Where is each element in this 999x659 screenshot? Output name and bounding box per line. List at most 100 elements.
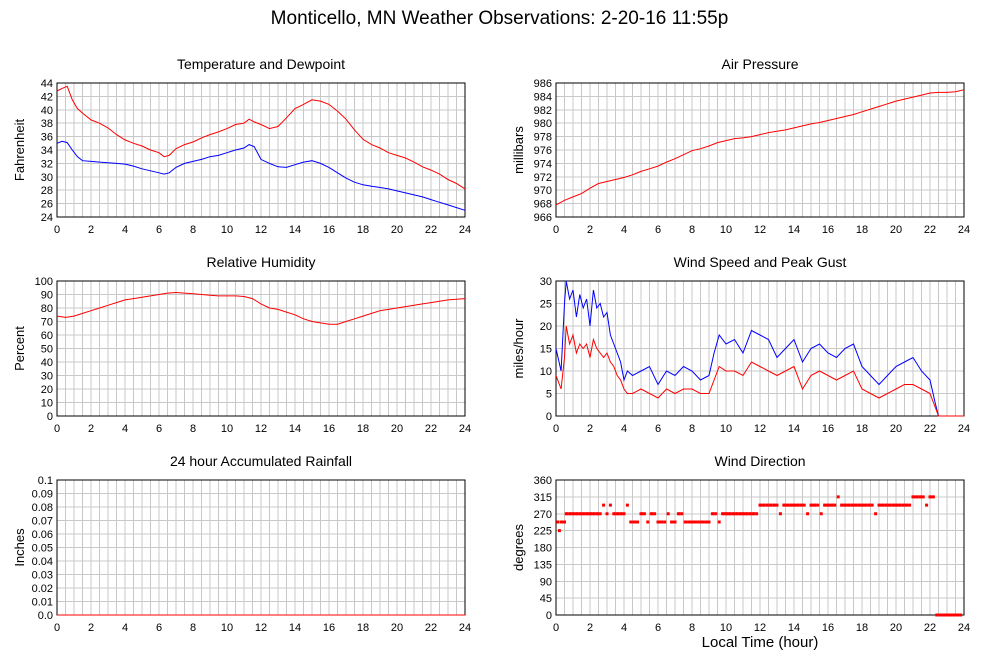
wind-x-tick-label: 8 [689, 423, 695, 435]
direction-y-tick-label: 180 [534, 543, 552, 555]
direction-x-tick-label: 2 [587, 622, 593, 634]
pressure-y-tick-label: 968 [534, 199, 552, 211]
pressure-title: Air Pressure [721, 56, 798, 72]
wind-y-tick-label: 5 [546, 389, 552, 401]
temp-x-tick-label: 16 [323, 224, 335, 236]
direction-y-tick-label: 90 [540, 576, 552, 588]
pressure-y-tick-label: 982 [534, 105, 552, 117]
rain-y-tick-label: 0.07 [32, 516, 53, 528]
pressure-plot-frame [555, 82, 965, 218]
page-title: Monticello, MN Weather Observations: 2-2… [270, 8, 729, 29]
rain-x-tick-label: 8 [190, 622, 196, 634]
rain-x-tick-label: 12 [255, 622, 267, 634]
humidity-y-tick-label: 40 [41, 357, 53, 369]
wind-x-tick-label: 2 [587, 423, 593, 435]
pressure-y-tick-label: 974 [534, 158, 552, 170]
direction-point [556, 520, 560, 524]
temp-x-tick-label: 2 [88, 224, 94, 236]
rain-chart: 24 hour Accumulated RainfallInches0.00.0… [12, 453, 471, 634]
temp-x-tick-label: 24 [459, 224, 471, 236]
direction-x-tick-label: 12 [754, 622, 766, 634]
rain-x-tick-label: 6 [156, 622, 162, 634]
rain-y-tick-label: 0.04 [32, 556, 53, 568]
humidity-x-tick-label: 12 [255, 423, 267, 435]
temp-y-tick-label: 26 [41, 199, 53, 211]
direction-x-tick-label: 4 [621, 622, 627, 634]
pressure-x-tick-label: 12 [754, 224, 766, 236]
pressure-y-tick-label: 978 [534, 132, 552, 144]
temp-y-tick-label: 30 [41, 172, 53, 184]
pressure-y-tick-label: 986 [534, 78, 552, 90]
humidity-y-tick-label: 0 [47, 411, 53, 423]
pressure-series-0-line [555, 89, 965, 206]
rain-y-tick-label: 0.03 [32, 570, 53, 582]
rain-y-tick-label: 0.02 [32, 583, 53, 595]
humidity-y-tick-label: 90 [41, 290, 53, 302]
direction-y-tick-label: 225 [534, 526, 552, 538]
humidity-y-tick-label: 60 [41, 330, 53, 342]
rain-y-tick-label: 0.05 [32, 543, 53, 555]
pressure-x-tick-label: 0 [553, 224, 559, 236]
humidity-x-tick-label: 8 [190, 423, 196, 435]
direction-point [557, 529, 561, 533]
humidity-y-tick-label: 50 [41, 344, 53, 356]
temp-x-tick-label: 20 [391, 224, 403, 236]
direction-point [778, 512, 782, 516]
temp-plot-frame [56, 82, 466, 218]
direction-y-axis-label: degrees [511, 524, 526, 571]
direction-x-tick-label: 18 [856, 622, 868, 634]
temp-x-tick-label: 22 [425, 224, 437, 236]
temp-title: Temperature and Dewpoint [177, 56, 345, 72]
wind-y-tick-label: 30 [540, 276, 552, 288]
wind-x-tick-label: 14 [788, 423, 800, 435]
humidity-x-tick-label: 24 [459, 423, 471, 435]
rain-y-tick-label: 0.01 [32, 597, 53, 609]
rain-y-tick-label: 0.09 [32, 489, 53, 501]
wind-series-1-line [555, 325, 964, 417]
humidity-y-tick-label: 100 [35, 276, 53, 288]
wind-y-tick-label: 10 [540, 366, 552, 378]
humidity-x-tick-label: 18 [357, 423, 369, 435]
pressure-y-tick-label: 984 [534, 91, 552, 103]
wind-x-tick-label: 10 [720, 423, 732, 435]
pressure-y-tick-label: 972 [534, 172, 552, 184]
wind-title: Wind Speed and Peak Gust [674, 254, 847, 270]
direction-y-tick-label: 270 [534, 509, 552, 521]
rain-y-tick-label: 0.0 [38, 610, 53, 622]
humidity-x-tick-label: 20 [391, 423, 403, 435]
rain-x-tick-label: 20 [391, 622, 403, 634]
pressure-x-tick-label: 10 [720, 224, 732, 236]
temp-y-tick-label: 40 [41, 105, 53, 117]
temp-x-tick-label: 14 [289, 224, 301, 236]
humidity-x-tick-label: 4 [122, 423, 128, 435]
humidity-chart: Relative HumidityPercent0102030405060708… [12, 254, 471, 435]
pressure-chart: Air Pressuremillibars9669689709729749769… [511, 56, 970, 236]
humidity-x-tick-label: 22 [425, 423, 437, 435]
direction-point [836, 495, 840, 499]
rain-x-tick-label: 2 [88, 622, 94, 634]
rain-y-axis-label: Inches [12, 528, 27, 567]
rain-x-tick-label: 24 [459, 622, 471, 634]
wind-x-tick-label: 24 [958, 423, 970, 435]
rain-y-tick-label: 0.08 [32, 502, 53, 514]
direction-point [925, 503, 929, 507]
direction-point [602, 503, 606, 507]
rain-x-tick-label: 14 [289, 622, 301, 634]
pressure-x-tick-label: 4 [621, 224, 627, 236]
wind-y-tick-label: 0 [546, 411, 552, 423]
wind-x-tick-label: 0 [553, 423, 559, 435]
temp-y-tick-label: 44 [41, 78, 53, 90]
direction-point [666, 512, 670, 516]
direction-y-tick-label: 360 [534, 475, 552, 487]
temp-y-axis-label: Fahrenheit [12, 119, 27, 182]
wind-chart: Wind Speed and Peak Gust miles/hour 0 5 10 15… [511, 254, 970, 435]
rain-y-tick-label: 0.1 [38, 475, 53, 487]
direction-point [605, 512, 609, 516]
temp-y-tick-label: 36 [41, 132, 53, 144]
humidity-plot-frame [56, 280, 466, 417]
humidity-y-tick-label: 20 [41, 384, 53, 396]
pressure-x-tick-label: 2 [587, 224, 593, 236]
direction-y-tick-label: 45 [540, 593, 552, 605]
pressure-x-tick-label: 20 [890, 224, 902, 236]
